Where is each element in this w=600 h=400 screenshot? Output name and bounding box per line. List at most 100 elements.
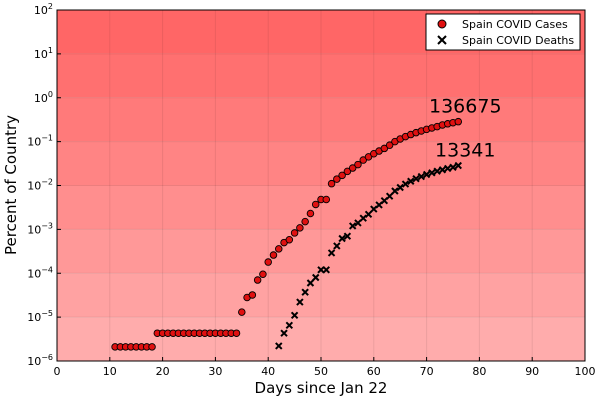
background-band <box>57 141 585 186</box>
case-point <box>322 195 331 204</box>
case-point <box>306 209 315 218</box>
death-point <box>354 219 362 227</box>
x-axis-title: Days since Jan 22 <box>255 379 388 397</box>
case-point <box>148 343 156 351</box>
y-tick-label: 101 <box>34 46 53 61</box>
y-tick-label: 102 <box>34 2 53 17</box>
case-point <box>232 329 241 337</box>
death-point <box>407 177 415 185</box>
background-band <box>57 97 585 142</box>
case-point <box>248 291 257 299</box>
case-point <box>327 179 336 188</box>
legend-box <box>425 13 581 51</box>
death-point <box>348 222 357 230</box>
x-tick-label: 0 <box>54 365 61 378</box>
y-tick-label: 100 <box>34 90 53 105</box>
case-point <box>253 276 262 284</box>
background-bands <box>57 10 585 361</box>
x-tick-label: 40 <box>261 365 275 378</box>
background-band <box>57 229 585 274</box>
y-axis-ticks: 10−6 10−5 10−4 10−3 10−2 10−1 100 101 102 <box>27 2 61 368</box>
death-point <box>327 249 336 257</box>
case-point <box>333 175 341 183</box>
death-point <box>322 266 330 274</box>
death-point <box>401 180 410 188</box>
death-point <box>364 210 373 219</box>
death-point <box>296 298 304 306</box>
case-point <box>385 141 394 149</box>
background-band <box>57 53 585 98</box>
x-axis-ticks: 0 10 20 30 40 50 60 70 80 90 100 <box>54 357 596 378</box>
y-tick-label: 10−2 <box>27 178 53 193</box>
death-point <box>385 192 394 200</box>
case-point <box>380 144 389 153</box>
case-point <box>454 117 463 126</box>
background-band <box>57 273 585 318</box>
case-point <box>301 217 309 226</box>
death-point <box>312 273 320 282</box>
x-tick-label: 20 <box>156 365 170 378</box>
death-point <box>280 329 288 337</box>
series-cases <box>111 117 463 351</box>
death-point <box>412 174 420 183</box>
data-series <box>111 117 463 351</box>
legend: Spain COVID Cases Spain COVID Deaths <box>425 13 581 51</box>
death-point <box>275 342 283 350</box>
annotation-cases-total: 136675 <box>429 96 502 118</box>
case-point <box>338 171 346 180</box>
death-point <box>428 169 436 177</box>
x-tick-label: 60 <box>367 365 381 378</box>
x-tick-label: 70 <box>420 365 434 378</box>
y-tick-label: 10−3 <box>27 221 53 236</box>
case-point <box>296 224 304 232</box>
x-tick-label: 90 <box>525 365 539 378</box>
y-tick-label: 10−5 <box>27 309 53 324</box>
x-tick-label: 100 <box>575 365 596 378</box>
death-point <box>343 232 352 240</box>
background-band <box>57 317 585 361</box>
death-point <box>433 167 441 175</box>
series-deaths <box>275 161 462 350</box>
death-point <box>290 311 299 320</box>
death-point <box>301 288 309 296</box>
case-point <box>290 229 299 237</box>
case-point <box>269 251 278 259</box>
death-point <box>417 172 426 181</box>
death-point <box>285 321 294 330</box>
background-band <box>57 185 585 230</box>
legend-label-deaths: Spain COVID Deaths <box>462 34 574 47</box>
case-point <box>354 160 362 169</box>
case-point <box>359 156 367 164</box>
x-tick-label: 30 <box>208 365 222 378</box>
annotation-deaths-total: 13341 <box>435 140 495 162</box>
legend-label-cases: Spain COVID Cases <box>462 18 568 31</box>
death-point <box>338 234 346 243</box>
death-point <box>391 187 399 195</box>
case-point <box>275 245 283 253</box>
case-point <box>285 236 294 244</box>
death-point <box>359 214 367 222</box>
x-tick-label: 10 <box>103 365 117 378</box>
legend-marker-deaths <box>437 35 447 45</box>
case-point <box>259 270 267 278</box>
y-axis-title: Percent of Country <box>2 115 20 255</box>
death-point <box>306 279 315 287</box>
case-point <box>343 167 352 176</box>
annotations: 136675 13341 <box>429 96 502 162</box>
case-point <box>348 164 357 172</box>
y-tick-label: 10−4 <box>27 265 53 280</box>
legend-marker-cases <box>437 19 447 29</box>
x-tick-label: 80 <box>472 365 486 378</box>
death-point <box>444 164 452 173</box>
case-point <box>264 258 272 266</box>
y-tick-label: 10−1 <box>27 134 53 149</box>
death-point <box>422 170 431 179</box>
case-point <box>238 308 246 316</box>
x-tick-label: 50 <box>314 365 328 378</box>
death-point <box>454 161 462 170</box>
case-point <box>311 200 320 209</box>
y-tick-label: 10−6 <box>27 353 53 368</box>
death-point <box>438 166 447 174</box>
death-point <box>396 183 404 192</box>
